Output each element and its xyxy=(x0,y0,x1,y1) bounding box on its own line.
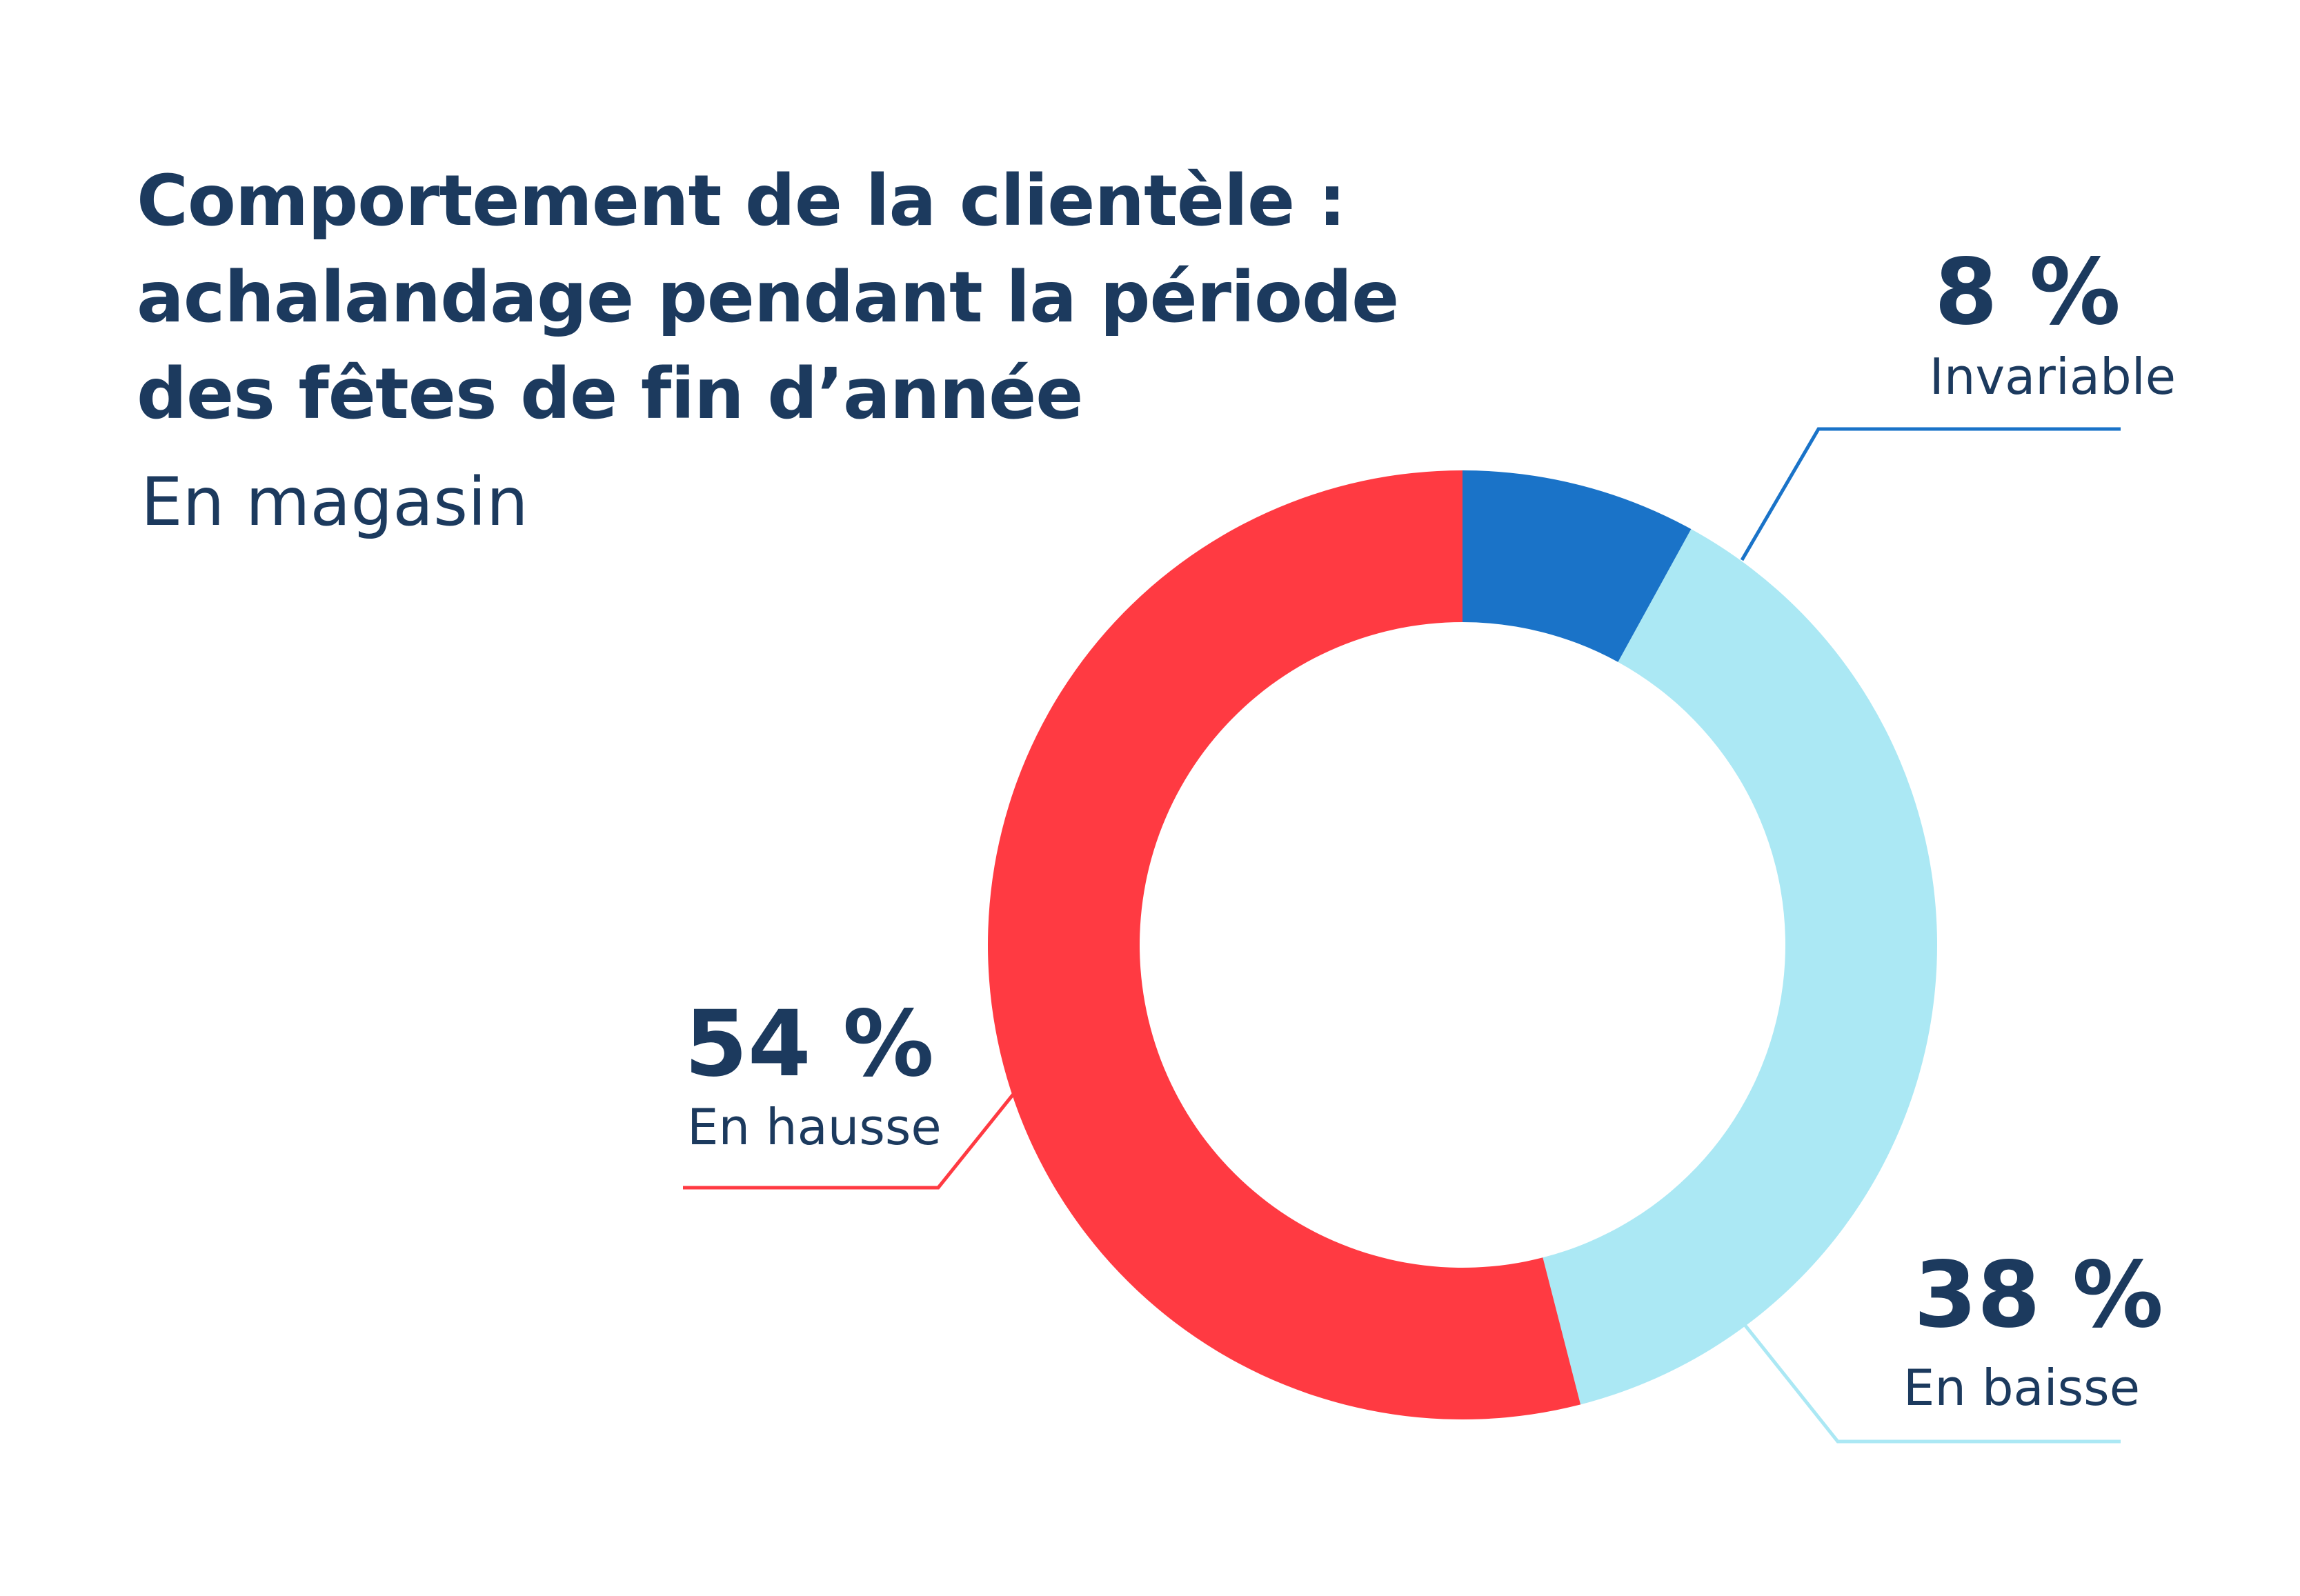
leader-lines xyxy=(683,427,2121,1444)
slice-invariable xyxy=(1463,470,1692,662)
chart-subtitle: En magasin xyxy=(141,463,528,541)
donut-slices xyxy=(988,470,1937,1419)
value-label-en-hausse: 54 % xyxy=(684,991,934,1097)
leader-line-en-hausse xyxy=(683,1088,1018,1190)
leader-line-invariable xyxy=(1740,427,2121,561)
slice-en-baisse xyxy=(1543,529,1937,1405)
value-label-en-baisse: 38 % xyxy=(1914,1242,2163,1348)
chart-title: Comportement de la clientèle : achalanda… xyxy=(137,153,1516,443)
slice-en-hausse xyxy=(988,470,1581,1419)
category-label-invariable: Invariable xyxy=(1929,348,2176,406)
chart-title-line-1: Comportement de la clientèle : xyxy=(137,160,1346,242)
leader-line-en-baisse xyxy=(1744,1324,2121,1444)
value-label-invariable: 8 % xyxy=(1934,239,2121,346)
chart-title-line-3: des fêtes de fin d’année xyxy=(137,353,1083,435)
chart-title-line-2: achalandage pendant la période xyxy=(137,257,1399,339)
category-label-en-baisse: En baisse xyxy=(1903,1359,2140,1417)
category-label-en-hausse: En hausse xyxy=(687,1098,942,1156)
